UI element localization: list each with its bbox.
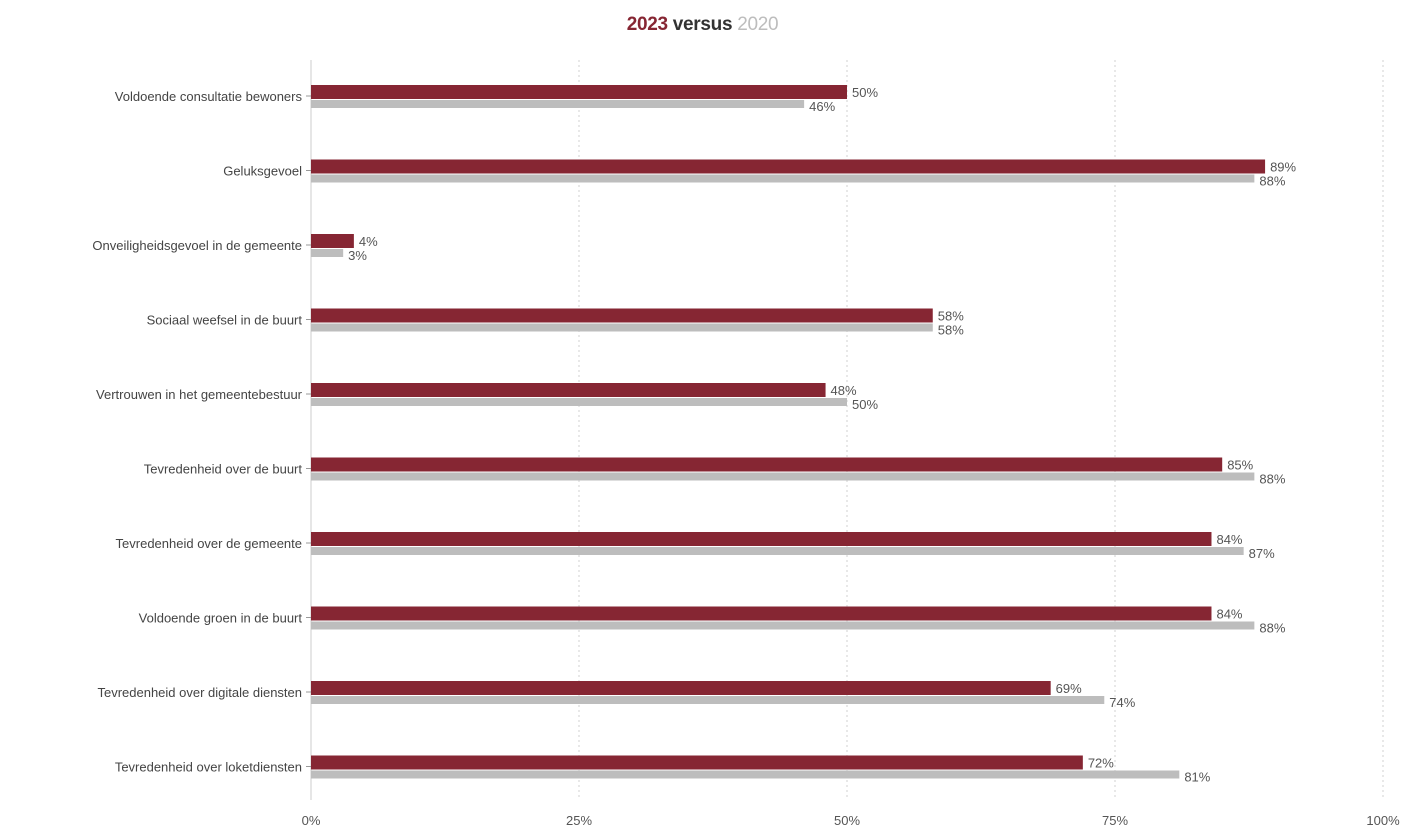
value-label-2023-9: 72% xyxy=(1088,756,1114,771)
value-label-2020-1: 88% xyxy=(1259,174,1285,189)
x-tick-label-100: 100% xyxy=(1366,813,1400,828)
bar-2020-1 xyxy=(311,174,1255,183)
value-label-2020-7: 88% xyxy=(1259,621,1285,636)
category-label-9: Tevredenheid over loketdiensten xyxy=(115,760,302,775)
value-label-2020-4: 50% xyxy=(852,397,878,412)
category-label-4: Vertrouwen in het gemeentebestuur xyxy=(96,387,303,402)
value-label-2023-2: 4% xyxy=(359,234,378,249)
x-tick-label-75: 75% xyxy=(1102,813,1128,828)
x-tick-label-0: 0% xyxy=(302,813,321,828)
value-label-2023-8: 69% xyxy=(1056,681,1082,696)
bar-2023-9 xyxy=(311,755,1083,770)
bar-2023-5 xyxy=(311,457,1223,472)
bar-2020-9 xyxy=(311,770,1180,779)
category-label-2: Onveiligheidsgevoel in de gemeente xyxy=(92,238,302,253)
title-year-2023: 2023 xyxy=(626,14,668,35)
value-label-2020-6: 87% xyxy=(1249,546,1275,561)
bar-2023-4 xyxy=(311,383,826,397)
value-label-2023-7: 84% xyxy=(1216,607,1242,622)
bar-2020-3 xyxy=(311,323,933,332)
value-label-2023-5: 85% xyxy=(1227,458,1253,473)
bar-2023-7 xyxy=(311,606,1212,621)
value-label-2020-0: 46% xyxy=(809,99,835,114)
category-label-0: Voldoende consultatie bewoners xyxy=(115,89,303,104)
bar-2023-6 xyxy=(311,532,1212,546)
value-label-2020-2: 3% xyxy=(348,248,367,263)
value-label-2020-5: 88% xyxy=(1259,472,1285,487)
x-tick-label-50: 50% xyxy=(834,813,860,828)
bar-2020-2 xyxy=(311,249,344,257)
category-label-6: Tevredenheid over de gemeente xyxy=(116,536,302,551)
value-label-2023-4: 48% xyxy=(831,383,857,398)
bar-2023-3 xyxy=(311,308,933,323)
bar-2020-6 xyxy=(311,547,1244,555)
value-label-2023-3: 58% xyxy=(938,309,964,324)
bar-2023-2 xyxy=(311,234,354,248)
category-label-5: Tevredenheid over de buurt xyxy=(144,462,303,477)
bar-2023-0 xyxy=(311,85,847,99)
bar-2020-5 xyxy=(311,472,1255,481)
title-year-2020: 2020 xyxy=(737,14,779,35)
bar-2023-1 xyxy=(311,159,1266,174)
category-label-3: Sociaal weefsel in de buurt xyxy=(147,313,303,328)
category-label-8: Tevredenheid over digitale diensten xyxy=(97,685,302,700)
value-label-2023-6: 84% xyxy=(1216,532,1242,547)
bar-2020-4 xyxy=(311,398,847,406)
value-label-2023-1: 89% xyxy=(1270,160,1296,175)
bar-2020-8 xyxy=(311,696,1105,704)
title-connector: versus xyxy=(672,14,733,35)
category-label-1: Geluksgevoel xyxy=(223,164,302,179)
value-label-2020-3: 58% xyxy=(938,323,964,338)
value-label-2020-8: 74% xyxy=(1109,695,1135,710)
category-label-7: Voldoende groen in de buurt xyxy=(139,611,303,626)
bar-2020-7 xyxy=(311,621,1255,630)
x-tick-label-25: 25% xyxy=(566,813,592,828)
chart-title: 2023 versus 2020 xyxy=(0,14,1405,36)
value-label-2020-9: 81% xyxy=(1184,770,1210,785)
value-label-2023-0: 50% xyxy=(852,85,878,100)
bar-2020-0 xyxy=(311,100,805,108)
bar-2023-8 xyxy=(311,681,1051,695)
